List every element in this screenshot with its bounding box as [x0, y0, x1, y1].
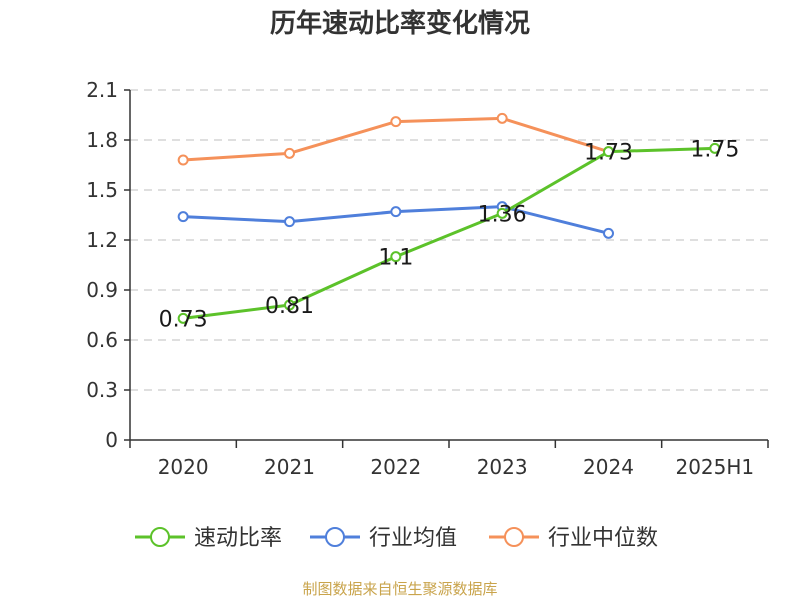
y-tick-label: 1.2	[86, 228, 118, 252]
y-tick-label: 0	[105, 428, 118, 452]
x-tick-label: 2020	[158, 455, 209, 479]
x-tick-label: 2024	[583, 455, 634, 479]
axes: 0 0.3 0.6 0.9 1.2 1.5 1.8 2.1 2020 2021 2022 2023 20…	[86, 78, 769, 479]
data-label: 0.81	[265, 294, 314, 319]
y-tick-label: 0.3	[86, 378, 118, 402]
data-point	[284, 299, 295, 311]
data-point	[390, 206, 402, 218]
y-tick-label: 2.1	[86, 78, 118, 102]
data-label: 1.1	[378, 246, 413, 271]
data-label: 1.36	[478, 202, 527, 227]
footer-source: 制图数据来自恒生聚源数据库	[302, 580, 498, 598]
chart-title: 历年速动比率变化情况	[269, 9, 530, 39]
data-point	[390, 116, 402, 128]
y-tick-label: 0.9	[86, 278, 118, 302]
data-label: 1.73	[584, 141, 633, 166]
legend-marker	[325, 527, 345, 547]
x-tick-label: 2022	[370, 455, 421, 479]
data-point	[603, 146, 614, 158]
data-label: 1.75	[690, 137, 739, 162]
legend-label: 速动比率	[194, 526, 282, 551]
x-tick-label: 2025H1	[675, 455, 754, 479]
legend[interactable]: 速动比率 行业均值 行业中位数	[135, 526, 658, 551]
legend-marker	[150, 527, 170, 547]
data-point	[177, 312, 189, 324]
data-point	[284, 216, 295, 228]
legend-item-1[interactable]: 行业均值	[310, 526, 457, 551]
y-tick-label: 1.8	[86, 128, 118, 152]
data-point	[390, 251, 402, 263]
grid-lines	[130, 89, 768, 391]
data-point	[496, 112, 508, 124]
series-line-0	[182, 146, 715, 320]
legend-item-0[interactable]: 速动比率	[135, 526, 282, 551]
series-lines	[177, 112, 721, 324]
data-point	[496, 207, 508, 219]
data-point	[603, 227, 614, 239]
data-labels: 0.73 0.81 1.1 1.36 1.73 1.75	[159, 137, 740, 332]
data-point	[177, 154, 189, 166]
legend-label: 行业中位数	[548, 526, 658, 551]
data-point	[709, 142, 721, 154]
data-label: 0.73	[159, 307, 208, 332]
y-tick-label: 1.5	[86, 178, 118, 202]
x-tick-label: 2021	[264, 455, 315, 479]
legend-item-2[interactable]: 行业中位数	[489, 526, 658, 551]
legend-marker	[504, 527, 524, 547]
y-tick-label: 0.6	[86, 328, 118, 352]
x-tick-label: 2023	[477, 455, 528, 479]
data-point	[177, 211, 189, 223]
data-point	[284, 147, 295, 159]
legend-label: 行业均值	[369, 526, 457, 551]
